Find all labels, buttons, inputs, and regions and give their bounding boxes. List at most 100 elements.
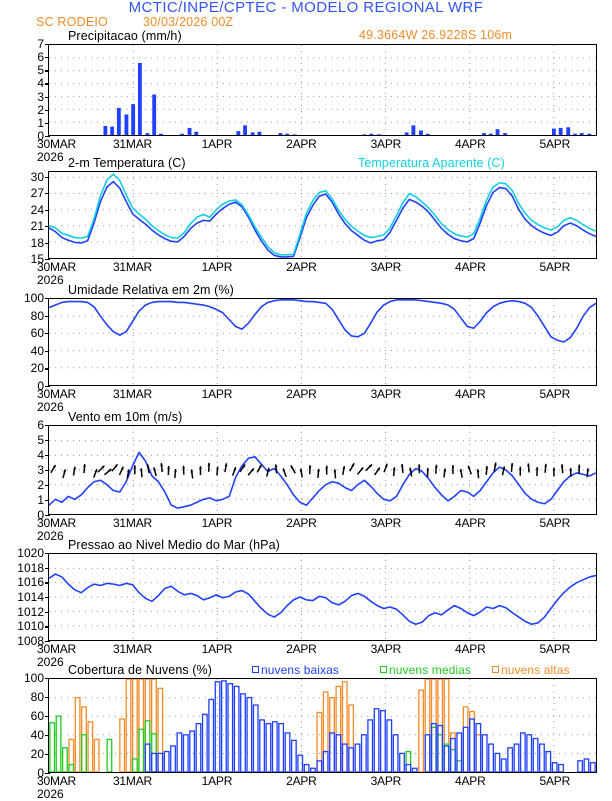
xaxis-label-31MAR: 31MAR	[113, 516, 152, 530]
temperature-panel-title-secondary: Temperatura Aparente (C)	[358, 156, 505, 170]
xaxis-label-31MAR: 31MAR	[113, 387, 152, 401]
humidity-ytick-label: 80	[0, 309, 44, 323]
humidity-ytick-label: 40	[0, 344, 44, 358]
xaxis-year-label: 2026	[37, 787, 64, 801]
wind-ytick-label: 2	[0, 478, 44, 492]
temperature-panel-title: 2-m Temperatura (C)	[68, 156, 186, 170]
legend-swatch-icon	[380, 666, 387, 673]
precipitation-ytick-label: 6	[0, 50, 44, 64]
precipitation-panel-title: Precipitacao (mm/h)	[68, 29, 182, 43]
xaxis-label-5APR: 5APR	[539, 642, 570, 656]
clouds-panel-title: Cobertura de Nuvens (%)	[68, 663, 212, 677]
xaxis-label-30MAR: 30MAR	[37, 260, 76, 274]
precipitation-ytick-label: 3	[0, 90, 44, 104]
temperature-ytick-label: 30	[0, 170, 44, 184]
pressure-ytick-label: 1012	[0, 605, 44, 619]
xaxis-label-5APR: 5APR	[539, 516, 570, 530]
legend-swatch-icon	[252, 666, 259, 673]
legend-label: nuvens baixas	[261, 663, 339, 677]
cloud-legend-nuvens-baixas: nuvens baixas	[252, 663, 339, 677]
precipitation-ytick-label: 2	[0, 103, 44, 117]
xaxis-label-1APR: 1APR	[202, 387, 233, 401]
xaxis-label-2APR: 2APR	[286, 137, 317, 151]
wind-ytick-label: 4	[0, 448, 44, 462]
wind-ytick-label: 5	[0, 433, 44, 447]
xaxis-label-31MAR: 31MAR	[113, 260, 152, 274]
xaxis-label-31MAR: 31MAR	[113, 642, 152, 656]
clouds-ytick-label: 100	[0, 671, 44, 685]
xaxis-label-1APR: 1APR	[202, 774, 233, 788]
xaxis-label-30MAR: 30MAR	[37, 774, 76, 788]
xaxis-label-30MAR: 30MAR	[37, 642, 76, 656]
clouds-plot-area	[48, 678, 597, 773]
xaxis-year-label: 2026	[37, 655, 64, 669]
xaxis-label-1APR: 1APR	[202, 642, 233, 656]
xaxis-label-5APR: 5APR	[539, 260, 570, 274]
xaxis-year-label: 2026	[37, 273, 64, 287]
xaxis-label-2APR: 2APR	[286, 516, 317, 530]
pressure-panel-title: Pressao ao Nivel Medio do Mar (hPa)	[68, 538, 280, 552]
xaxis-label-3APR: 3APR	[371, 642, 402, 656]
clouds-ytick-label: 80	[0, 690, 44, 704]
pressure-ytick-label: 1016	[0, 575, 44, 589]
xaxis-label-30MAR: 30MAR	[37, 516, 76, 530]
precipitation-ytick-label: 5	[0, 63, 44, 77]
humidity-plot-area	[48, 298, 597, 386]
xaxis-label-3APR: 3APR	[371, 260, 402, 274]
temperature-plot-area	[48, 171, 597, 259]
temperature-ytick-label: 18	[0, 236, 44, 250]
xaxis-label-1APR: 1APR	[202, 137, 233, 151]
xaxis-label-2APR: 2APR	[286, 642, 317, 656]
page-title: MCTIC/INPE/CPTEC - MODELO REGIONAL WRF	[0, 0, 612, 16]
xaxis-label-1APR: 1APR	[202, 260, 233, 274]
station-coordinates: 49.3664W 26.9228S 106m	[359, 28, 512, 42]
xaxis-label-4APR: 4APR	[455, 260, 486, 274]
xaxis-label-4APR: 4APR	[455, 774, 486, 788]
legend-swatch-icon	[492, 666, 499, 673]
humidity-ytick-label: 100	[0, 291, 44, 305]
wind-ytick-label: 6	[0, 418, 44, 432]
xaxis-label-5APR: 5APR	[539, 387, 570, 401]
cloud-legend-nuvens-medias: nuvens medias	[380, 663, 471, 677]
temperature-ytick-label: 24	[0, 203, 44, 217]
xaxis-label-2APR: 2APR	[286, 387, 317, 401]
model-run-date: 30/03/2026 00Z	[143, 15, 233, 29]
humidity-panel-title: Umidade Relativa em 2m (%)	[68, 283, 234, 297]
xaxis-year-label: 2026	[37, 400, 64, 414]
clouds-ytick-label: 40	[0, 728, 44, 742]
precipitation-ytick-label: 7	[0, 37, 44, 51]
xaxis-label-2APR: 2APR	[286, 260, 317, 274]
xaxis-label-30MAR: 30MAR	[37, 137, 76, 151]
xaxis-label-5APR: 5APR	[539, 137, 570, 151]
xaxis-label-4APR: 4APR	[455, 642, 486, 656]
xaxis-label-30MAR: 30MAR	[37, 387, 76, 401]
station-name: SC RODEIO	[36, 15, 108, 29]
wind-ytick-label: 1	[0, 493, 44, 507]
xaxis-year-label: 2026	[37, 150, 64, 164]
temperature-ytick-label: 27	[0, 186, 44, 200]
xaxis-label-4APR: 4APR	[455, 516, 486, 530]
precipitation-plot-area	[48, 44, 597, 136]
pressure-plot-area	[48, 553, 597, 641]
pressure-ytick-label: 1018	[0, 561, 44, 575]
xaxis-label-5APR: 5APR	[539, 774, 570, 788]
xaxis-label-31MAR: 31MAR	[113, 774, 152, 788]
xaxis-label-31MAR: 31MAR	[113, 137, 152, 151]
xaxis-label-2APR: 2APR	[286, 774, 317, 788]
xaxis-label-3APR: 3APR	[371, 516, 402, 530]
wind-panel-title: Vento em 10m (m/s)	[68, 410, 182, 424]
pressure-ytick-label: 1014	[0, 590, 44, 604]
clouds-ytick-label: 60	[0, 709, 44, 723]
precipitation-ytick-label: 4	[0, 76, 44, 90]
legend-label: nuvens medias	[389, 663, 471, 677]
pressure-ytick-label: 1020	[0, 546, 44, 560]
precipitation-ytick-label: 1	[0, 116, 44, 130]
xaxis-label-3APR: 3APR	[371, 387, 402, 401]
xaxis-label-4APR: 4APR	[455, 387, 486, 401]
xaxis-year-label: 2026	[37, 529, 64, 543]
humidity-ytick-label: 60	[0, 326, 44, 340]
humidity-ytick-label: 20	[0, 361, 44, 375]
temperature-ytick-label: 21	[0, 219, 44, 233]
cloud-legend-nuvens-altas: nuvens altas	[492, 663, 570, 677]
legend-label: nuvens altas	[501, 663, 570, 677]
